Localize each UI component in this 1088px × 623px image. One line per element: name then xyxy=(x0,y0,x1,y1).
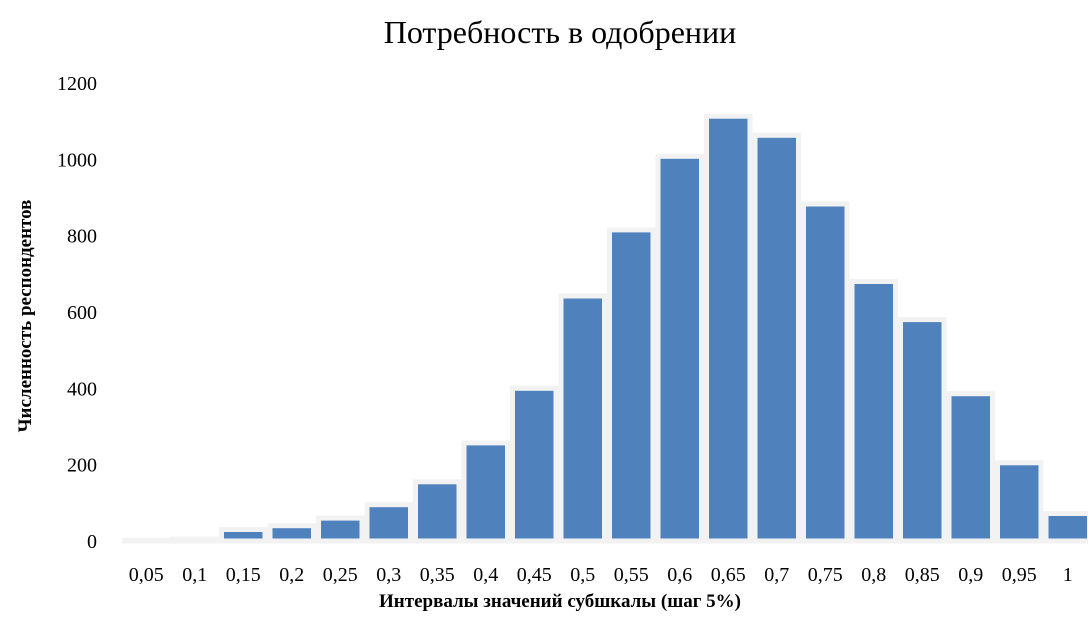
bar-0,65 xyxy=(704,113,753,544)
x-axis: 0,05 0,1 0,15 0,2 0,25 0,3 0,35 0,4 0,45 0,5 0,55 0… xyxy=(129,564,1073,586)
bar-0,4 xyxy=(461,440,510,544)
x-tick-label: 0,25 xyxy=(323,564,358,586)
bar-0,05 xyxy=(122,537,171,544)
bar-0,6 xyxy=(655,153,704,544)
y-tick-label: 600 xyxy=(67,302,97,324)
x-tick-label: 0,3 xyxy=(376,564,401,586)
bar-0,35 xyxy=(413,479,462,544)
bar-0,15 xyxy=(219,527,268,544)
bar-0,25 xyxy=(316,515,365,544)
x-tick-label: 0,55 xyxy=(614,564,649,586)
x-tick-label: 0,7 xyxy=(764,564,789,586)
x-tick-label: 0,6 xyxy=(667,564,692,586)
bar-0,1 xyxy=(170,536,219,544)
y-tick-label: 800 xyxy=(67,226,97,248)
bar-0,85 xyxy=(898,317,947,544)
x-tick-label: 0,1 xyxy=(182,564,207,586)
y-tick-label: 400 xyxy=(67,378,97,400)
bar-0,5 xyxy=(558,293,607,544)
x-tick-label: 0,45 xyxy=(517,564,552,586)
x-tick-label: 0,65 xyxy=(711,564,746,586)
x-tick-label: 1 xyxy=(1063,564,1073,586)
x-tick-label: 0,05 xyxy=(129,564,164,586)
y-tick-label: 0 xyxy=(87,531,97,553)
x-tick-label: 0,75 xyxy=(808,564,843,586)
x-tick-label: 0,4 xyxy=(473,564,498,586)
bars-group xyxy=(122,113,1088,544)
bar-1 xyxy=(1043,511,1088,544)
y-tick-label: 1200 xyxy=(57,73,97,95)
bar-0,55 xyxy=(607,227,656,544)
bar-0,7 xyxy=(752,132,801,544)
y-tick-label: 1000 xyxy=(57,149,97,171)
x-tick-label: 0,2 xyxy=(279,564,304,586)
x-tick-label: 0,8 xyxy=(861,564,886,586)
x-tick-label: 0,5 xyxy=(570,564,595,586)
y-tick-label: 200 xyxy=(67,455,97,477)
x-tick-label: 0,35 xyxy=(420,564,455,586)
x-tick-label: 0,95 xyxy=(1002,564,1037,586)
bar-0,8 xyxy=(849,279,898,544)
x-axis-label: Интервалы значений субшкалы (шаг 5%) xyxy=(379,591,741,612)
bar-0,75 xyxy=(801,201,850,544)
bar-0,3 xyxy=(364,502,413,544)
x-tick-label: 0,85 xyxy=(905,564,940,586)
bar-0,95 xyxy=(995,460,1044,544)
chart-title: Потребность в одобрении xyxy=(383,14,737,50)
bar-0,9 xyxy=(946,391,995,544)
x-tick-label: 0,9 xyxy=(958,564,983,586)
bar-0,2 xyxy=(267,523,316,544)
y-axis: 0 200 400 600 800 1000 1200 xyxy=(57,73,97,553)
bar-0,45 xyxy=(510,385,559,544)
x-tick-label: 0,15 xyxy=(226,564,261,586)
